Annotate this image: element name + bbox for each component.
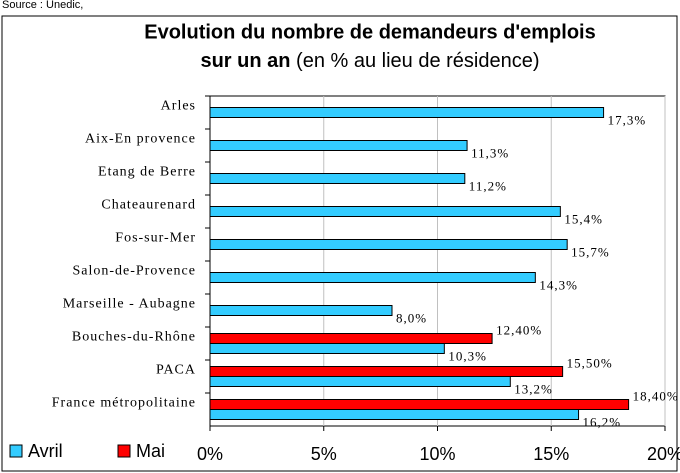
legend-label: Mai (136, 441, 165, 461)
y-tick-label: Etang de Berre (98, 165, 196, 180)
value-label: 13,2% (514, 381, 553, 396)
chart-subtitle: sur un an (en % au lieu de résidence) (200, 50, 539, 72)
y-tick-label: Arles (161, 99, 196, 114)
value-label: 15,50% (567, 355, 613, 370)
legend-swatch (117, 444, 131, 458)
x-tick-label: 15% (533, 444, 569, 464)
value-label: 16,2% (583, 414, 622, 429)
y-tick-label: Aix-En provence (85, 132, 196, 147)
bar (209, 140, 468, 151)
x-tick-label: 20% (647, 444, 680, 464)
value-label: 11,3% (471, 145, 509, 160)
y-tick-label: Fos-sur-Mer (115, 231, 196, 246)
y-tick-label: Salon-de-Provence (72, 264, 196, 279)
bar (209, 107, 605, 118)
x-tick-label: 10% (419, 444, 455, 464)
bar (209, 409, 580, 420)
bar (209, 343, 445, 354)
value-label: 15,4% (564, 211, 603, 226)
value-label: 15,7% (571, 244, 610, 259)
y-tick-label: France métropolitaine (52, 396, 196, 411)
x-tick-label: 0% (197, 444, 223, 464)
bar (209, 206, 561, 217)
value-label: 11,2% (469, 178, 507, 193)
y-tick-label: Chateaurenard (101, 198, 196, 213)
bar (209, 366, 564, 377)
bar (209, 333, 493, 344)
y-tick-label: Bouches-du-Rhône (72, 330, 196, 345)
y-tick-label: Marseille - Aubagne (63, 297, 196, 312)
bar (209, 305, 393, 316)
bar (209, 239, 568, 250)
value-label: 18,40% (633, 388, 679, 403)
y-tick-label: PACA (156, 363, 196, 378)
bar (209, 173, 466, 184)
subtitle-bold: sur un an (200, 50, 290, 72)
value-label: 12,40% (496, 322, 542, 337)
bar (209, 399, 630, 410)
bar (209, 272, 536, 283)
source-note: Source : Unedic, (2, 0, 83, 11)
value-label: 17,3% (608, 112, 647, 127)
chart-frame (1, 15, 678, 472)
legend-label: Avril (28, 441, 63, 461)
subtitle-rest: (en % au lieu de résidence) (296, 50, 539, 72)
chart-title: Evolution du nombre de demandeurs d'empl… (144, 21, 595, 43)
legend-swatch (9, 444, 23, 458)
value-label: 8,0% (396, 310, 427, 325)
bar (209, 376, 511, 387)
value-label: 10,3% (448, 348, 487, 363)
x-tick-label: 5% (311, 444, 337, 464)
value-label: 14,3% (539, 277, 578, 292)
